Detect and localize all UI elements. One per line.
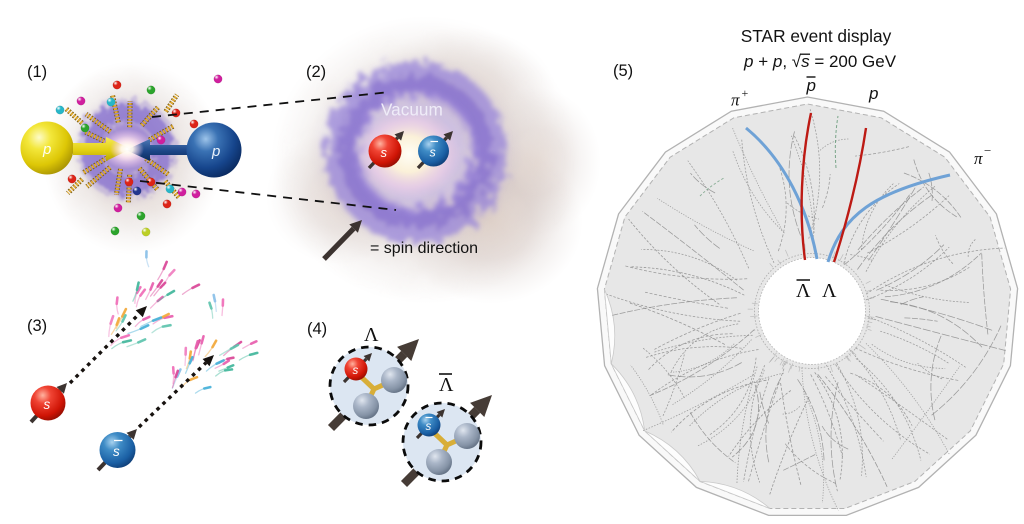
svg-text:s: s — [381, 145, 388, 160]
svg-text:s: s — [426, 421, 432, 433]
svg-text:(4): (4) — [307, 320, 327, 338]
svg-text:s: s — [353, 365, 359, 377]
svg-text:+: + — [742, 86, 749, 100]
svg-text:Λ: Λ — [439, 374, 454, 396]
svg-text:p: p — [868, 84, 878, 103]
svg-text:s: s — [430, 146, 436, 160]
svg-text:p: p — [211, 143, 220, 160]
svg-text:(3): (3) — [27, 317, 47, 335]
svg-text:= spin direction: = spin direction — [370, 240, 478, 257]
svg-text:s: s — [113, 444, 120, 459]
svg-text:π: π — [974, 149, 983, 168]
svg-text:π: π — [731, 91, 740, 110]
svg-text:p: p — [42, 141, 51, 158]
svg-text:−: − — [984, 143, 991, 158]
svg-text:Λ: Λ — [822, 280, 837, 302]
svg-text:Λ: Λ — [796, 280, 811, 302]
svg-text:Λ: Λ — [364, 324, 379, 346]
svg-text:(5): (5) — [613, 62, 633, 80]
svg-text:(2): (2) — [306, 63, 326, 81]
svg-text:p + p, √s = 200 GeV: p + p, √s = 200 GeV — [743, 52, 897, 71]
svg-text:Vacuum: Vacuum — [381, 100, 443, 120]
svg-text:STAR event display: STAR event display — [741, 26, 892, 46]
svg-text:p: p — [806, 76, 816, 95]
svg-text:s: s — [44, 397, 51, 412]
svg-text:(1): (1) — [27, 63, 47, 81]
